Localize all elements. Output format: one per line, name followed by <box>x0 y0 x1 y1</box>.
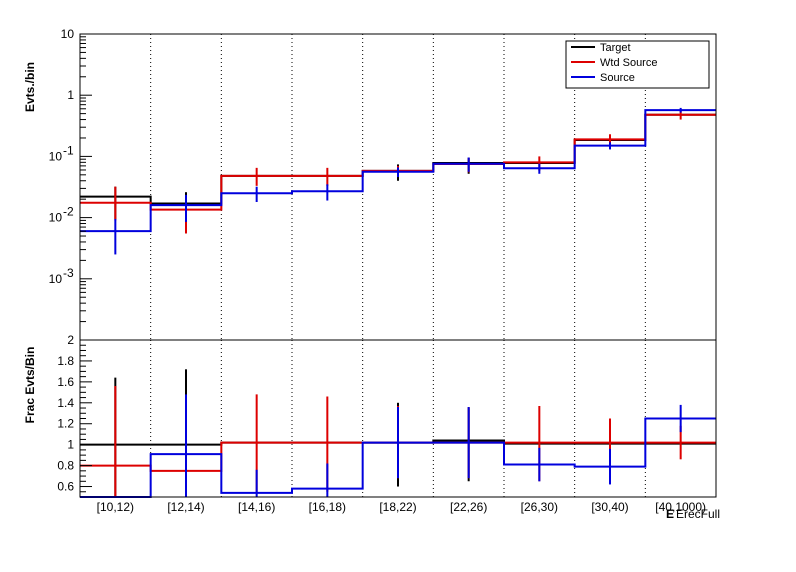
bottom-xtick-label: [18,22) <box>379 500 416 514</box>
bottom-xtick-label: [30,40) <box>591 500 628 514</box>
bottom-series-2 <box>80 394 716 498</box>
bottom-xtick-label: [10,12) <box>97 500 134 514</box>
top-ytick-label: 10 <box>49 272 63 286</box>
bottom-ytick-label: 1.8 <box>57 354 74 368</box>
legend-label-target: Target <box>600 42 631 54</box>
bottom-ytick-label: 0.6 <box>57 480 74 494</box>
top-ytick-label: 10 <box>49 211 63 225</box>
bottom-ytick-label: 1 <box>67 438 74 452</box>
top-series-line-1 <box>80 113 716 211</box>
top-ytick-exponent: -2 <box>63 205 74 219</box>
bottom-y-ticks: 0.6 0.8 1 1.2 1.4 1.6 1.8 2 <box>57 333 92 498</box>
top-ytick-label: 1 <box>67 88 74 102</box>
top-series-2 <box>80 107 716 255</box>
bottom-xtick-label: [14,16) <box>238 500 275 514</box>
legend-box <box>565 40 710 89</box>
bottom-ytick-label: 2 <box>67 333 74 347</box>
bottom-xtick-label: [26,30) <box>521 500 558 514</box>
bottom-ytick-label: 1.6 <box>57 375 74 389</box>
bottom-series-line-2 <box>80 417 716 498</box>
bottom-ytick-label: 0.8 <box>57 459 74 473</box>
bottom-panel: 0.6 0.8 1 1.2 1.4 1.6 1.8 2 [10,12) [12,14) [14,1… <box>23 333 720 521</box>
legend-label-source: Source <box>600 72 635 84</box>
bottom-ytick-label: 1.2 <box>57 417 74 431</box>
bottom-xtick-label: [12,14) <box>167 500 204 514</box>
top-y-axis-label: Evts./bin <box>23 62 37 112</box>
x-axis-label-subscript: ErecFull <box>676 507 720 521</box>
top-ytick-exponent: -3 <box>63 266 74 280</box>
bottom-plot-frame <box>79 339 717 498</box>
top-ytick-label: 10 <box>61 27 75 41</box>
bottom-x-ticks: [10,12) [12,14) [14,16) [16,18) [18,22) [22,2… <box>97 500 706 514</box>
top-series-line-0 <box>80 113 716 205</box>
bottom-y-axis-label: Frac Evts/Bin <box>23 347 37 424</box>
legend: Target Wtd Source Source <box>565 40 710 89</box>
bottom-ytick-label: 1.4 <box>57 396 74 410</box>
top-ytick-label: 10 <box>49 149 63 163</box>
top-ytick-exponent: -1 <box>63 143 74 157</box>
bottom-series <box>80 369 716 498</box>
legend-label-wtd-source: Wtd Source <box>600 57 657 69</box>
x-axis-label-main: E <box>666 507 674 521</box>
x-axis-label: E ErecFull <box>666 507 720 521</box>
top-series <box>80 107 716 255</box>
bottom-xtick-label: [16,18) <box>309 500 346 514</box>
bottom-xtick-label: [40,1000) <box>655 500 706 514</box>
bottom-xtick-label: [22,26) <box>450 500 487 514</box>
